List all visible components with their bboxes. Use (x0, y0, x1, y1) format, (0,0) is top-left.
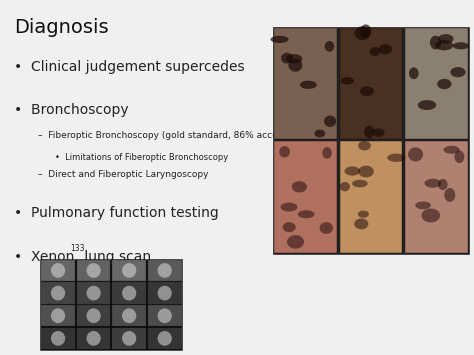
Ellipse shape (122, 308, 136, 323)
Ellipse shape (51, 331, 65, 346)
Text: –  Direct and Fiberoptic Laryngoscopy: – Direct and Fiberoptic Laryngoscopy (38, 170, 209, 179)
Ellipse shape (300, 81, 317, 89)
Ellipse shape (453, 42, 469, 49)
Text: 133: 133 (70, 244, 85, 253)
Ellipse shape (360, 86, 374, 96)
FancyBboxPatch shape (41, 260, 75, 281)
Ellipse shape (157, 308, 172, 323)
Ellipse shape (370, 47, 380, 56)
Ellipse shape (354, 218, 368, 229)
Ellipse shape (379, 44, 392, 54)
Ellipse shape (86, 286, 101, 300)
Text: •  Clinical judgement supercedes: • Clinical judgement supercedes (14, 60, 245, 74)
Text: •  Bronchoscopy: • Bronchoscopy (14, 103, 129, 117)
Ellipse shape (324, 115, 336, 127)
FancyBboxPatch shape (77, 305, 110, 326)
FancyBboxPatch shape (112, 305, 146, 326)
Ellipse shape (86, 263, 101, 278)
Ellipse shape (364, 126, 374, 138)
Ellipse shape (415, 201, 431, 209)
Ellipse shape (352, 180, 368, 187)
Text: •  Pulmonary function testing: • Pulmonary function testing (14, 206, 219, 220)
Text: lung scan: lung scan (80, 250, 151, 264)
FancyBboxPatch shape (339, 28, 402, 139)
Ellipse shape (424, 179, 441, 188)
FancyBboxPatch shape (274, 28, 337, 139)
Ellipse shape (345, 166, 360, 176)
Ellipse shape (387, 154, 405, 162)
Text: Diagnosis: Diagnosis (14, 18, 109, 37)
Ellipse shape (409, 67, 419, 79)
FancyBboxPatch shape (77, 260, 110, 281)
FancyBboxPatch shape (77, 283, 110, 304)
Ellipse shape (51, 286, 65, 300)
Ellipse shape (319, 222, 333, 234)
Ellipse shape (437, 79, 451, 89)
FancyBboxPatch shape (77, 328, 110, 349)
FancyBboxPatch shape (112, 283, 146, 304)
FancyBboxPatch shape (148, 260, 182, 281)
Ellipse shape (298, 210, 315, 218)
Ellipse shape (322, 147, 332, 159)
Ellipse shape (283, 222, 296, 232)
Ellipse shape (51, 308, 65, 323)
FancyBboxPatch shape (274, 141, 337, 253)
Ellipse shape (157, 263, 172, 278)
FancyBboxPatch shape (148, 305, 182, 326)
Ellipse shape (358, 165, 374, 178)
Ellipse shape (438, 179, 447, 190)
FancyBboxPatch shape (405, 141, 468, 253)
Ellipse shape (444, 146, 460, 154)
FancyBboxPatch shape (41, 283, 75, 304)
FancyBboxPatch shape (112, 260, 146, 281)
Ellipse shape (444, 188, 456, 202)
Ellipse shape (418, 100, 436, 110)
Text: –  Fiberoptic Bronchoscopy (gold standard, 86% accuracy): – Fiberoptic Bronchoscopy (gold standard… (38, 131, 301, 140)
Ellipse shape (372, 129, 384, 137)
Text: •  Limitations of Fiberoptic Bronchoscopy: • Limitations of Fiberoptic Bronchoscopy (55, 153, 228, 162)
FancyBboxPatch shape (112, 328, 146, 349)
FancyBboxPatch shape (148, 328, 182, 349)
Ellipse shape (286, 54, 302, 64)
Ellipse shape (292, 181, 307, 192)
Ellipse shape (450, 67, 465, 77)
Ellipse shape (281, 203, 298, 212)
Ellipse shape (340, 77, 354, 84)
Ellipse shape (122, 263, 136, 278)
FancyBboxPatch shape (405, 28, 468, 139)
Text: •  Xenon: • Xenon (14, 250, 74, 264)
Ellipse shape (360, 24, 372, 38)
Ellipse shape (430, 36, 441, 49)
Ellipse shape (314, 130, 325, 137)
Ellipse shape (281, 53, 293, 64)
FancyBboxPatch shape (40, 259, 182, 350)
Ellipse shape (86, 331, 101, 346)
Ellipse shape (358, 211, 369, 218)
Ellipse shape (51, 263, 65, 278)
Ellipse shape (325, 41, 334, 52)
Ellipse shape (408, 147, 423, 162)
Ellipse shape (358, 141, 371, 151)
Ellipse shape (279, 146, 290, 158)
Ellipse shape (340, 182, 350, 191)
Ellipse shape (435, 40, 453, 50)
FancyBboxPatch shape (339, 141, 402, 253)
Ellipse shape (287, 235, 304, 249)
Ellipse shape (157, 286, 172, 300)
FancyBboxPatch shape (41, 328, 75, 349)
Ellipse shape (455, 151, 465, 163)
Ellipse shape (288, 59, 302, 72)
FancyBboxPatch shape (273, 27, 469, 254)
FancyBboxPatch shape (148, 283, 182, 304)
Ellipse shape (438, 34, 454, 44)
FancyBboxPatch shape (41, 305, 75, 326)
Ellipse shape (122, 331, 136, 346)
Ellipse shape (122, 286, 136, 300)
Ellipse shape (421, 208, 440, 223)
Ellipse shape (157, 331, 172, 346)
Ellipse shape (355, 26, 370, 40)
Ellipse shape (86, 308, 101, 323)
Ellipse shape (271, 36, 289, 43)
